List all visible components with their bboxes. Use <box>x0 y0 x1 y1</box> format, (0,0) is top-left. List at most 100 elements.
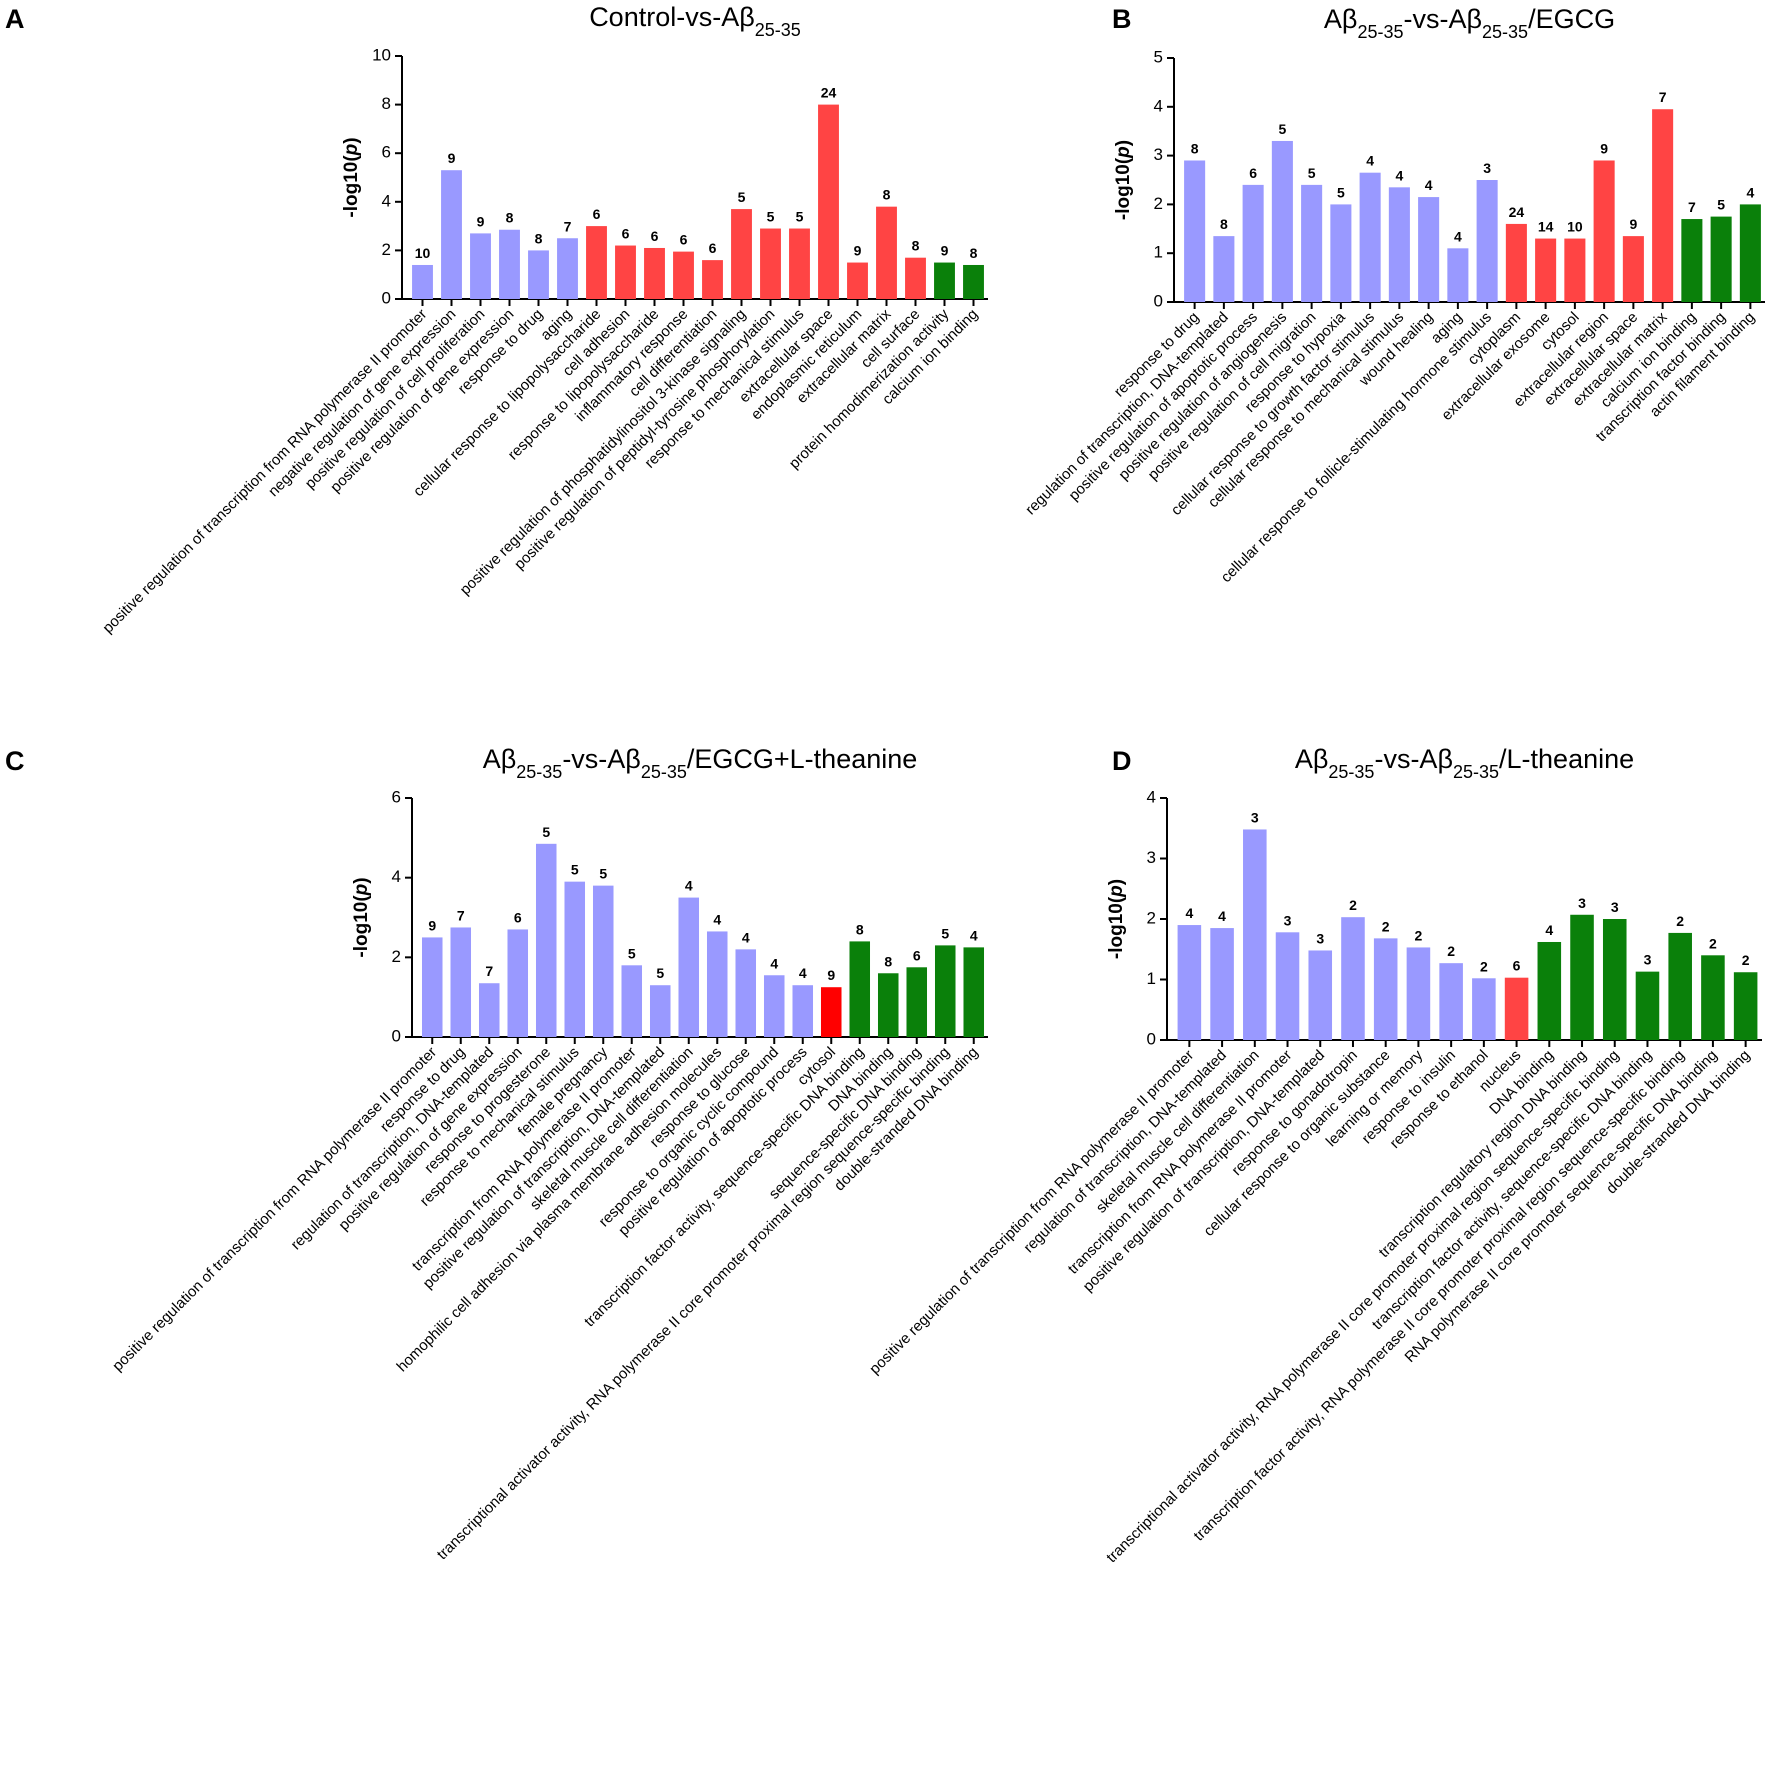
count-label: 4 <box>685 878 693 894</box>
count-label: 6 <box>680 232 688 248</box>
y-tick-label: 5 <box>1154 47 1163 66</box>
bar <box>528 250 549 299</box>
bar <box>1476 180 1498 302</box>
y-label-part: ) <box>351 877 372 883</box>
bar <box>763 975 785 1037</box>
bar <box>735 949 757 1037</box>
count-label: 6 <box>651 228 659 244</box>
bar <box>702 260 723 299</box>
count-label: 4 <box>1185 905 1193 921</box>
y-tick-label: 3 <box>1154 145 1163 164</box>
count-label: 24 <box>1509 204 1525 220</box>
bar <box>441 170 462 299</box>
title-part: 25-35 <box>755 20 801 40</box>
title-part: Aβ <box>1324 4 1358 34</box>
y-tick-label: 0 <box>382 288 391 307</box>
bar <box>1635 971 1660 1040</box>
count-label: 3 <box>1483 160 1491 176</box>
count-label: 9 <box>428 917 436 933</box>
bar <box>1406 947 1431 1040</box>
count-label: 9 <box>827 967 835 983</box>
bar <box>906 967 928 1037</box>
count-label: 2 <box>1447 943 1455 959</box>
bar <box>1308 950 1333 1040</box>
count-label: 4 <box>1218 908 1226 924</box>
bar <box>1330 204 1352 302</box>
bar <box>963 947 985 1037</box>
title-part: /EGCG+L-theanine <box>687 744 917 774</box>
bar <box>1710 216 1732 302</box>
count-label: 4 <box>742 929 750 945</box>
y-label-part: p <box>351 884 372 897</box>
count-label: 6 <box>593 206 601 222</box>
y-label-part: ) <box>341 137 362 143</box>
count-label: 9 <box>448 150 456 166</box>
count-label: 3 <box>1611 899 1619 915</box>
bar <box>1213 236 1235 302</box>
count-label: 24 <box>821 85 837 101</box>
panel-label: A <box>5 4 25 34</box>
bar <box>1275 932 1300 1040</box>
y-tick-label: 10 <box>372 45 391 64</box>
panel-label: D <box>1112 746 1132 776</box>
chart-title: Aβ25-35-vs-Aβ25-35/EGCG <box>1324 4 1615 42</box>
count-label: 14 <box>1538 219 1554 235</box>
title-part: 25-35 <box>1328 762 1374 782</box>
count-label: 10 <box>415 245 431 261</box>
bar <box>1537 941 1562 1040</box>
bar <box>760 228 781 299</box>
count-label: 2 <box>1349 897 1357 913</box>
count-label: 3 <box>1316 930 1324 946</box>
count-label: 4 <box>713 911 721 927</box>
y-tick-label: 0 <box>392 1026 401 1045</box>
count-label: 4 <box>1454 228 1462 244</box>
title-part: 25-35 <box>1482 22 1528 42</box>
bar <box>421 937 443 1037</box>
bar <box>789 228 810 299</box>
bar <box>731 209 752 299</box>
count-label: 9 <box>1600 140 1608 156</box>
title-part: -vs-Aβ <box>1374 744 1453 774</box>
title-part: -vs-Aβ <box>1404 4 1483 34</box>
count-label: 2 <box>1676 913 1684 929</box>
y-tick-label: 6 <box>382 143 391 162</box>
count-label: 2 <box>1742 952 1750 968</box>
bar <box>963 264 984 299</box>
bar <box>1373 938 1398 1040</box>
count-label: 8 <box>884 953 892 969</box>
count-label: 4 <box>799 965 807 981</box>
count-label: 7 <box>564 218 572 234</box>
bar <box>649 985 671 1037</box>
count-label: 4 <box>1746 184 1754 200</box>
count-label: 8 <box>912 238 920 254</box>
count-label: 9 <box>1629 216 1637 232</box>
bar <box>621 965 643 1037</box>
count-label: 5 <box>599 866 607 882</box>
count-label: 3 <box>1578 895 1586 911</box>
y-label-part: -log10( <box>341 155 362 218</box>
bar <box>1602 919 1627 1040</box>
y-tick-label: 4 <box>1154 96 1163 115</box>
count-label: 4 <box>970 927 978 943</box>
y-tick-label: 4 <box>382 191 391 210</box>
count-label: 9 <box>854 243 862 259</box>
y-tick-label: 4 <box>392 867 401 886</box>
count-label: 6 <box>514 909 522 925</box>
y-axis-label: -log10(p) <box>351 877 372 957</box>
y-tick-label: 2 <box>382 240 391 259</box>
bar <box>877 973 899 1037</box>
bar <box>1504 977 1529 1040</box>
count-label: 6 <box>709 240 717 256</box>
count-label: 5 <box>628 945 636 961</box>
count-label: 5 <box>1308 165 1316 181</box>
bar <box>1472 978 1496 1040</box>
count-label: 7 <box>457 907 465 923</box>
count-label: 9 <box>477 213 485 229</box>
count-label: 5 <box>1717 197 1725 213</box>
count-label: 5 <box>796 209 804 225</box>
bar <box>564 881 586 1037</box>
count-label: 5 <box>941 925 949 941</box>
bar <box>557 238 578 299</box>
bar <box>678 897 700 1037</box>
bar <box>847 262 868 299</box>
